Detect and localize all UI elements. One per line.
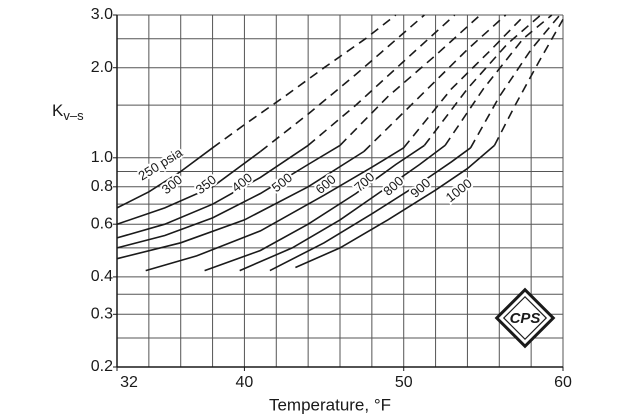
- curve-dashed: [493, 19, 564, 146]
- curve-solid: [116, 147, 214, 209]
- y-tick-label: 0.3: [91, 306, 113, 323]
- series-label: 600: [312, 171, 338, 196]
- curve-dashed: [259, 14, 425, 153]
- series-label: 500: [269, 170, 295, 195]
- curve-solid: [116, 150, 261, 225]
- x-tick-label: 32: [120, 374, 138, 391]
- series-label: 700: [351, 169, 377, 195]
- curve-dashed: [363, 14, 507, 153]
- series-label: 400: [229, 170, 255, 195]
- curve-dashed: [307, 14, 456, 147]
- y-label-sub: v–s: [63, 108, 84, 123]
- curve-dashed: [212, 14, 397, 149]
- curve-dashed: [339, 14, 481, 146]
- curve-solid: [145, 147, 405, 272]
- y-tick-label: 1.0: [91, 149, 113, 166]
- x-tick-label: 60: [554, 374, 572, 391]
- curve-dashed: [469, 14, 561, 149]
- series-label: 1000: [443, 175, 475, 205]
- y-tick-label: 0.2: [91, 358, 113, 375]
- curve-solid: [116, 144, 309, 239]
- x-axis-label: Temperature, °F: [269, 395, 391, 414]
- y-label-main: K: [52, 101, 64, 120]
- y-tick-label: 0.4: [91, 268, 113, 285]
- logo-inner: [502, 295, 548, 341]
- curve-solid: [295, 144, 496, 269]
- y-tick-label: 3.0: [91, 6, 113, 23]
- logo-text: CPS: [510, 310, 541, 327]
- y-axis-label: Kv–s: [52, 101, 84, 123]
- x-tick-label: 40: [236, 374, 254, 391]
- curve-solid: [116, 150, 365, 260]
- curve-solid: [239, 144, 446, 272]
- y-tick-label: 2.0: [91, 59, 113, 76]
- curve-dashed: [403, 14, 526, 149]
- curve-solid: [116, 144, 341, 249]
- y-tick-label: 0.8: [91, 178, 113, 195]
- curve-dashed: [444, 14, 553, 146]
- curve-solid: [204, 144, 425, 272]
- logo: CPS: [494, 287, 556, 349]
- series-label: 900: [407, 175, 433, 201]
- x-tick-label: 50: [395, 374, 413, 391]
- curve-dashed: [423, 14, 542, 146]
- y-tick-label: 0.6: [91, 215, 113, 232]
- curve-solid: [269, 147, 472, 272]
